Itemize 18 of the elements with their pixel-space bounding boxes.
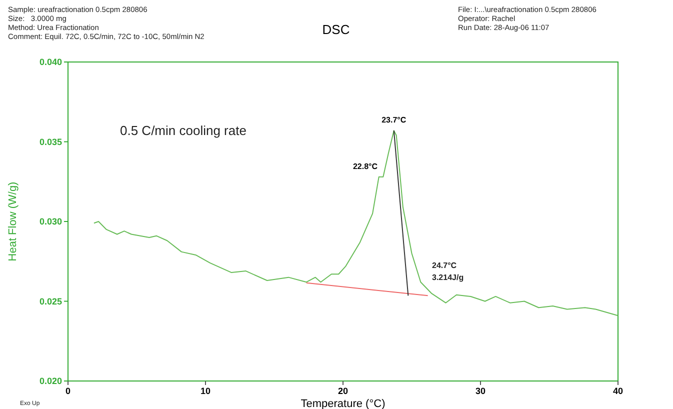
x-axis-title: Temperature (°C) — [300, 398, 386, 409]
x-tick-label: 30 — [475, 386, 486, 396]
annotation: 3.214J/g — [432, 273, 464, 282]
y-tick-label: 0.025 — [39, 296, 62, 306]
annotation: 22.8°C — [352, 162, 378, 171]
y-axis-title: Heat Flow (W/g) — [7, 182, 19, 262]
y-tick-label: 0.020 — [39, 376, 62, 386]
annotation: 24.7°C — [432, 261, 457, 270]
x-tick-label: 10 — [200, 386, 211, 396]
x-tick-label: 20 — [338, 386, 348, 396]
chart-title: DSC — [322, 22, 350, 37]
annotation: 0.5 C/min cooling rate — [120, 123, 246, 138]
x-tick-label: 40 — [612, 386, 624, 396]
x-tick-label: 0 — [65, 386, 71, 396]
y-tick-label: 0.035 — [39, 136, 62, 147]
annotation: 23.7°C — [382, 116, 406, 125]
y-tick-label: 0.040 — [39, 57, 62, 67]
y-tick-label: 0.030 — [39, 216, 62, 226]
